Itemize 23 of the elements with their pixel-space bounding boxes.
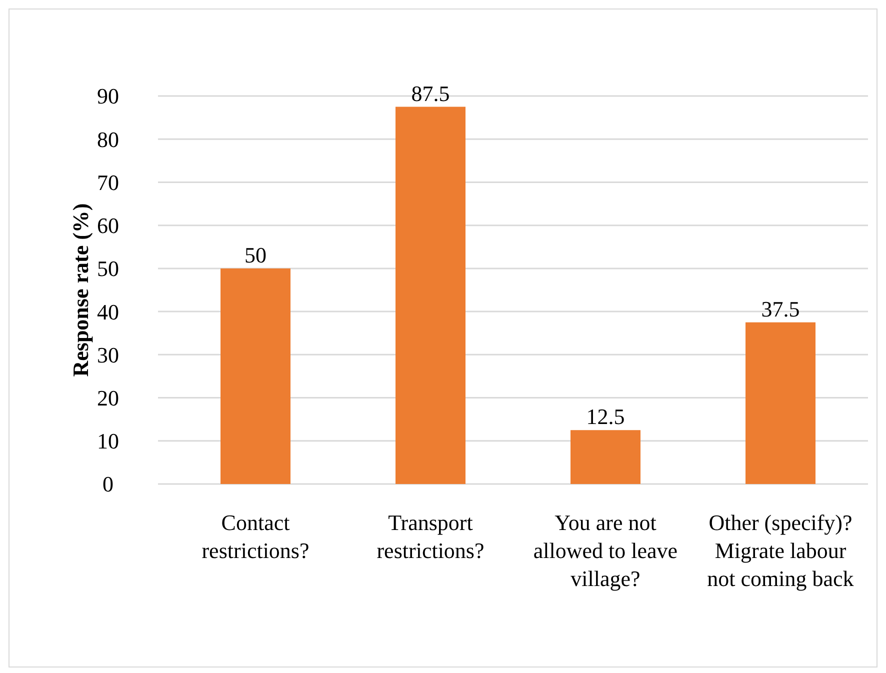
x-tick-label: Contact restrictions? <box>202 510 310 563</box>
y-tick-label: 30 <box>97 342 119 368</box>
y-tick-label: 90 <box>97 84 119 109</box>
y-tick-label: 80 <box>97 126 119 152</box>
y-tick-label: 70 <box>97 170 119 195</box>
data-label: 50 <box>244 242 266 268</box>
data-label: 37.5 <box>761 296 800 322</box>
x-tick-label: Other (specify)? Migrate labour not coming back <box>707 510 854 591</box>
data-label: 12.5 <box>586 404 625 430</box>
y-tick-label: 20 <box>97 385 119 410</box>
bar <box>746 322 816 484</box>
bar <box>220 268 290 484</box>
bar <box>396 106 466 484</box>
x-tick-label: Transport restrictions? <box>376 510 484 563</box>
y-tick-label: 10 <box>97 428 119 454</box>
y-axis-title: Response rate (%) <box>68 203 93 377</box>
y-tick-label: 0 <box>102 472 114 497</box>
y-tick-label: 50 <box>97 256 119 282</box>
y-tick-label: 60 <box>97 213 119 238</box>
data-label: 87.5 <box>411 80 450 106</box>
bar <box>570 430 640 484</box>
x-tick-label: You are not allowed to leave village? <box>533 510 678 591</box>
y-tick-label: 40 <box>97 299 119 324</box>
